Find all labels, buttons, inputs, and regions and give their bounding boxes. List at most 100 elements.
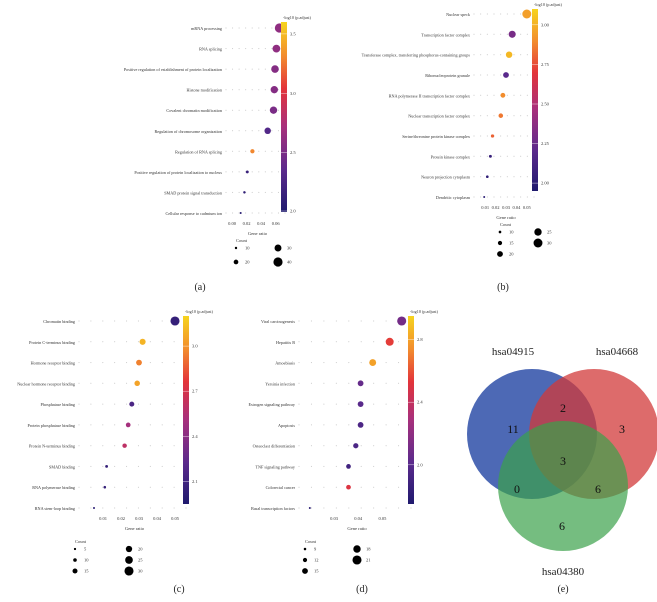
venn-panel-e: hsa04915 hsa04668 hsa04380 11 3 6 2 0 6 … [467, 346, 657, 578]
colorbar-tick-label: 2.7 [192, 389, 198, 394]
grid-dot [310, 382, 312, 384]
grid-dot [126, 465, 128, 467]
data-point [498, 113, 504, 118]
venn-count-intersect-all: 3 [560, 454, 566, 468]
grid-dot [473, 94, 475, 96]
category-label: Protein phosphatase binding [28, 423, 76, 428]
data-point [239, 212, 242, 214]
grid-dot [232, 48, 234, 50]
grid-dot [78, 424, 80, 426]
grid-dot [114, 465, 116, 467]
size-legend-label: 25 [547, 230, 552, 235]
data-point [134, 380, 140, 387]
category-label: Apoptosis [278, 423, 295, 428]
venn-label-hsa04668: hsa04668 [596, 346, 639, 358]
grid-dot [271, 27, 273, 29]
grid-dot [102, 445, 104, 447]
grid-dot [360, 445, 362, 447]
grid-dot [486, 54, 488, 56]
grid-dot [373, 445, 375, 447]
grid-dot [225, 109, 227, 111]
grid-dot [78, 341, 80, 343]
grid-dot [360, 362, 362, 364]
grid-dot [78, 320, 80, 322]
grid-dot [323, 341, 325, 343]
grid-dot [526, 54, 528, 56]
grid-dot [533, 196, 535, 198]
grid-dot [513, 155, 515, 157]
grid-dot [526, 115, 528, 117]
grid-dot [335, 486, 337, 488]
grid-dot [526, 74, 528, 76]
data-point [488, 154, 492, 158]
grid-dot [486, 13, 488, 15]
grid-dot [506, 13, 508, 15]
grid-dot [149, 320, 151, 322]
grid-dot [493, 33, 495, 35]
category-label: Dendritic cytoplasm [436, 195, 471, 200]
grid-dot [513, 94, 515, 96]
grid-dot [480, 115, 482, 117]
grid-dot [480, 176, 482, 178]
grid-dot [78, 445, 80, 447]
grid-dot [520, 74, 522, 76]
grid-dot [90, 403, 92, 405]
x-tick-label: 0.05 [378, 516, 387, 521]
grid-dot [245, 27, 247, 29]
grid-dot [102, 424, 104, 426]
grid-dot [245, 89, 247, 91]
grid-dot [398, 341, 400, 343]
grid-dot [258, 48, 260, 50]
grid-dot [486, 115, 488, 117]
grid-dot [493, 115, 495, 117]
size-legend-title: Count [305, 539, 317, 544]
grid-dot [258, 212, 260, 214]
grid-dot [126, 486, 128, 488]
category-label: Nuclear speck [446, 12, 471, 17]
grid-dot [264, 171, 266, 173]
grid-dot [277, 109, 279, 111]
grid-dot [126, 382, 128, 384]
grid-dot [90, 507, 92, 509]
grid-dot [480, 155, 482, 157]
colorbar-tick-label: 2.25 [541, 141, 550, 146]
grid-dot [245, 48, 247, 50]
size-legend-label: 10 [509, 230, 514, 235]
category-label: Neuron projection cytoplasm [421, 175, 471, 180]
grid-dot [323, 382, 325, 384]
x-tick-label: 0.05 [523, 205, 532, 210]
grid-dot [473, 155, 475, 157]
grid-dot [232, 68, 234, 70]
grid-dot [385, 403, 387, 405]
grid-dot [102, 507, 104, 509]
size-legend-label: 12 [314, 558, 319, 563]
dotted-grid [225, 27, 286, 214]
grid-dot [90, 341, 92, 343]
grid-dot [264, 212, 266, 214]
grid-dot [500, 13, 502, 15]
grid-dot [500, 74, 502, 76]
grid-dot [486, 33, 488, 35]
grid-dot [298, 465, 300, 467]
venn-label-hsa04380: hsa04380 [542, 566, 585, 578]
category-label: Yersinia infection [265, 381, 296, 386]
grid-dot [298, 424, 300, 426]
colorbar-tick-label: 2.0 [417, 462, 423, 467]
data-point [272, 44, 281, 53]
grid-dot [520, 13, 522, 15]
data-point [369, 359, 377, 367]
category-label: Hepatitis B [276, 340, 295, 345]
grid-dot [251, 191, 253, 193]
grid-dot [238, 27, 240, 29]
data-point [357, 422, 364, 428]
data-point [264, 127, 271, 135]
grid-dot [310, 320, 312, 322]
grid-dot [271, 130, 273, 132]
category-label: Viral carcinogenesis [261, 319, 295, 324]
grid-dot [232, 150, 234, 152]
grid-dot [323, 486, 325, 488]
grid-dot [310, 507, 312, 509]
grid-dot [173, 362, 175, 364]
category-label: Cellular response to cadmium ion [165, 211, 222, 216]
